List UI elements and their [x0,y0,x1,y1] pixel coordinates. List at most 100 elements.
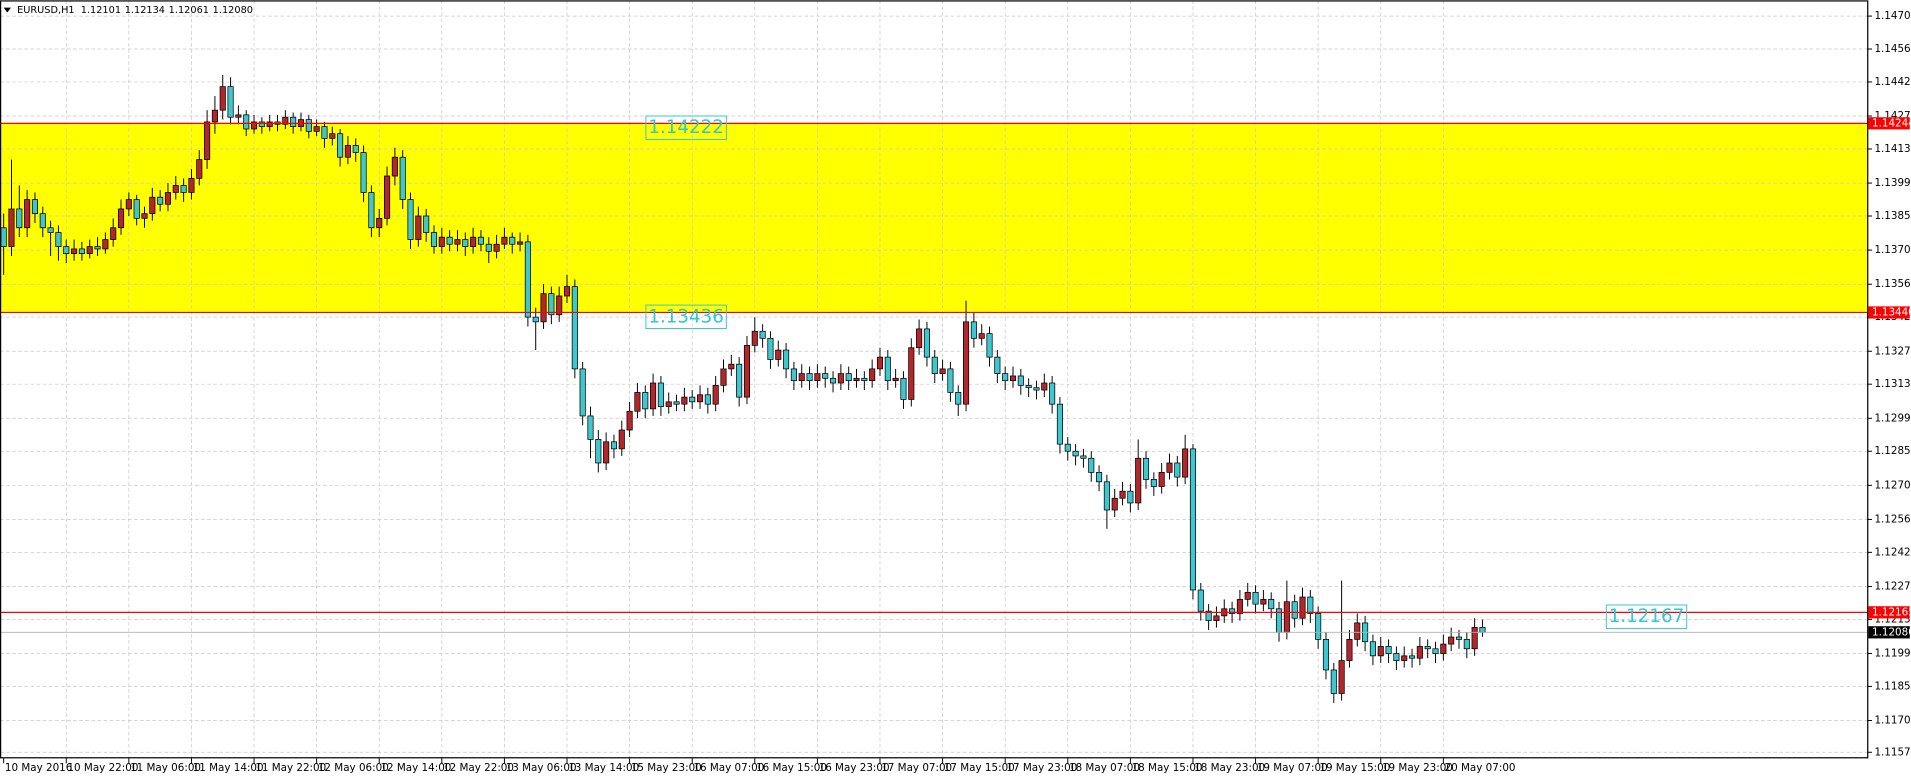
candle-body [869,368,876,382]
candle-body [892,377,899,382]
candle-body [1448,636,1455,645]
x-tick-label: 17 May 15:00 [944,762,1015,774]
candle-body [337,133,344,158]
candle-body [673,401,680,405]
candle-body [900,377,907,400]
candle-body [829,377,837,384]
candle-body [430,232,438,247]
candle-body [1471,627,1478,650]
candle-body [556,295,563,316]
candle-body [876,356,884,370]
candle-body [970,321,977,339]
candle-body [368,192,375,229]
candle-body [352,145,359,153]
candle-body [470,236,477,247]
level-label: 1.13440 [1872,306,1911,318]
candle-body [235,114,242,118]
candle-body [595,439,602,464]
candle-body [751,330,758,346]
candle-body [493,243,500,252]
y-tick-label: 1.11990 [1874,647,1911,659]
candle-body [743,345,751,398]
x-tick-label: 18 May 23:00 [1194,762,1265,774]
candle-body [1142,457,1150,480]
annotation: 1.12167 [1609,606,1685,627]
candle-body [1088,457,1095,473]
candle-body [1432,648,1439,654]
candle-body [282,116,289,125]
candle-body [1244,591,1251,600]
candle-body [172,185,179,193]
candle-body [290,116,297,127]
y-tick-label: 1.12420 [1874,546,1911,558]
candle-body [1182,448,1189,478]
candle-body [1166,462,1173,473]
y-tick-label: 1.13990 [1874,177,1911,189]
x-tick-label: 10 May 2016 [5,762,72,774]
candle-body [1127,490,1134,504]
candle-body [587,415,594,440]
candles-layer [0,74,1486,703]
candle-body [360,152,367,193]
candle-body [204,121,211,160]
candle-body [344,145,351,158]
candle-body [438,236,445,247]
x-tick-label: 11 May 14:00 [193,762,264,774]
candle-body [86,246,93,255]
y-tick-label: 1.14560 [1874,43,1911,55]
x-tick-label: 19 May 07:00 [1257,762,1328,774]
candle-body [423,215,430,233]
candle-body [211,109,218,123]
candle-body [1299,596,1306,619]
candle-body [790,368,797,382]
candle-body [47,227,54,233]
y-tick-label: 1.11850 [1874,680,1911,692]
y-tick-label: 1.14135 [1874,143,1911,155]
candle-body [1111,497,1118,511]
candle-body [188,178,195,193]
x-tick-label: 12 May 14:00 [380,762,451,774]
x-tick-label: 13 May 06:00 [506,762,577,774]
candle-body [806,373,813,382]
y-tick-label: 1.13560 [1874,278,1911,290]
candle-body [399,156,406,200]
candle-body [978,333,985,339]
candle-body [1158,472,1165,487]
candle-body [1408,655,1416,659]
candle-body [1455,636,1463,640]
candle-body [1401,655,1408,661]
annotation: 1.13436 [648,306,724,327]
menu-arrow[interactable] [3,7,11,13]
candle-body [626,410,633,431]
candle-body [1174,462,1181,478]
zone-layer [0,123,1868,313]
candle-body [1416,646,1423,659]
candle-body [610,441,618,450]
y-tick-label: 1.13135 [1874,378,1911,390]
candle-body [759,330,766,339]
candle-body [1424,646,1431,650]
candle-body [258,121,265,127]
bid-label: 1.12080 [1872,626,1911,638]
candle-body [1072,450,1079,457]
header-low: 1.12061 [169,5,209,16]
candle-body [329,133,336,139]
candle-body [524,241,531,318]
candle-body [1322,639,1330,671]
candle-body [102,239,109,250]
candle-body [845,373,852,382]
candle-body [955,392,962,405]
candle-body [313,126,320,132]
candle-body [8,208,15,247]
candle-body [837,373,844,384]
candle-body [939,368,946,374]
candle-body [947,368,954,393]
candle-body [728,363,735,370]
candle-body [689,396,696,403]
candle-body [532,316,539,323]
candle-body [1260,599,1267,605]
candle-body [1377,646,1384,657]
candle-body [916,328,923,349]
candle-body [1009,375,1017,382]
candle-body [78,248,85,255]
